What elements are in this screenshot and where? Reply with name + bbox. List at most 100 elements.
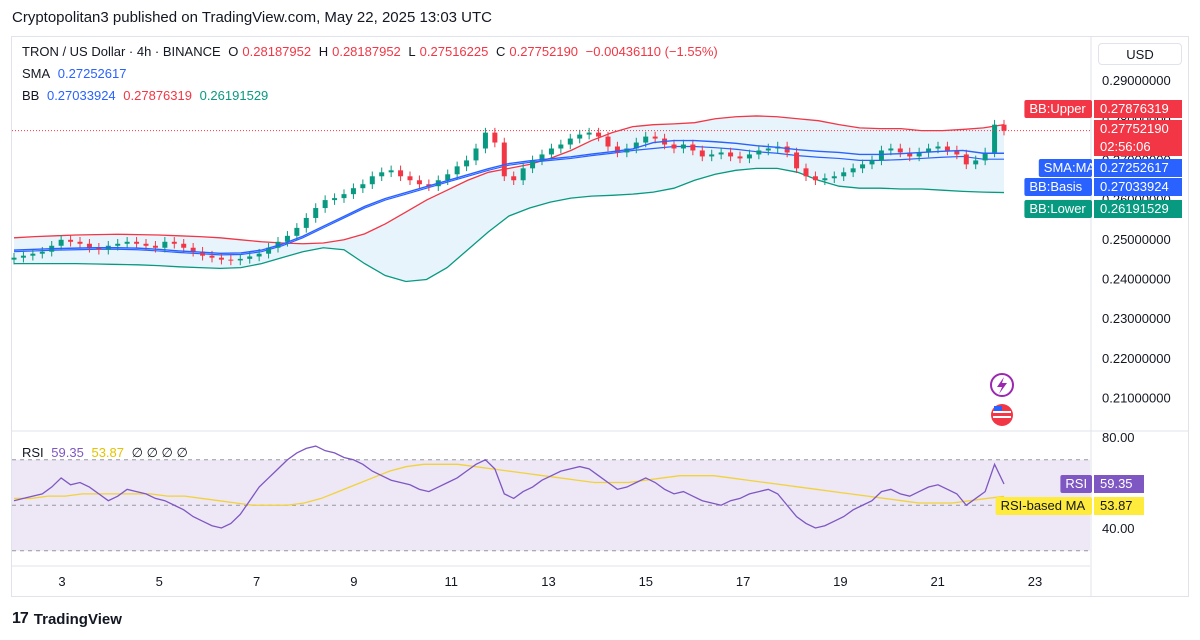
price-tag-value-bg xyxy=(1094,120,1182,138)
sma-legend[interactable]: SMA 0.27252617 xyxy=(22,66,130,81)
candle-body xyxy=(228,259,234,261)
price-tag-label-bg xyxy=(1038,159,1092,177)
candle-body xyxy=(897,148,903,153)
candle-body xyxy=(973,160,979,165)
rsi-legend[interactable]: RSI 59.35 53.87 ∅ ∅ ∅ ∅ xyxy=(22,445,192,461)
candle-body xyxy=(577,134,583,139)
candle-body xyxy=(812,176,818,181)
price-tick-label: 0.23000000 xyxy=(1102,311,1171,326)
candle-body xyxy=(860,164,866,169)
bb-legend[interactable]: BB 0.27033924 0.27876319 0.26191529 xyxy=(22,88,272,103)
time-tick-label: 13 xyxy=(541,574,555,589)
bb-basis-value: 0.27033924 xyxy=(46,88,116,103)
candle-body xyxy=(690,144,696,151)
candle-body xyxy=(963,154,969,165)
rsi-tag-label: RSI-based MA xyxy=(1001,498,1086,513)
candle-body xyxy=(190,247,196,252)
symbol-legend[interactable]: TRON / US Dollar · 4h · BINANCE O 0.28187… xyxy=(22,44,722,59)
candle-body xyxy=(11,257,17,260)
candle-body xyxy=(200,251,206,256)
candle-body xyxy=(407,176,413,181)
candle-body xyxy=(30,253,36,256)
bb-upper-value: 0.27876319 xyxy=(123,88,192,103)
rsi-tag-value: 59.35 xyxy=(1100,476,1133,491)
candle-body xyxy=(181,243,187,248)
price-tag-label: BB:Lower xyxy=(1029,201,1086,216)
bb-label: BB xyxy=(22,88,40,103)
candle-body xyxy=(699,150,705,157)
rsi-tag-value-bg xyxy=(1094,497,1144,515)
candle-body xyxy=(152,245,158,248)
tradingview-footer[interactable]: 17 TradingView xyxy=(12,610,122,628)
candle-body xyxy=(416,180,422,185)
candle-body xyxy=(878,150,884,161)
price-tag-value: 0.27252617 xyxy=(1100,160,1169,175)
price-tag-value: 02:56:06 xyxy=(1100,139,1151,154)
rsi-placeholders: ∅ ∅ ∅ ∅ xyxy=(131,445,188,460)
candle-body xyxy=(841,172,847,177)
price-tag-value: 0.26191529 xyxy=(1100,201,1169,216)
candle-body xyxy=(794,152,800,169)
time-tick-label: 23 xyxy=(1028,574,1042,589)
time-tick-label: 9 xyxy=(350,574,357,589)
candle-body xyxy=(643,136,649,143)
price-tag-value: 0.27033924 xyxy=(1100,179,1169,194)
bb-upper-line xyxy=(13,115,1005,245)
candle-body xyxy=(605,136,611,147)
time-tick-label: 19 xyxy=(833,574,847,589)
candle-body xyxy=(850,168,856,173)
price-tick-label: 0.29000000 xyxy=(1102,73,1171,88)
bb-basis-line xyxy=(13,145,1004,256)
price-tag-label-bg xyxy=(1024,100,1092,118)
bb-lower-line xyxy=(14,167,1005,283)
candle-body xyxy=(369,176,375,185)
candle-body xyxy=(482,132,488,149)
candle-body xyxy=(944,146,950,151)
candle-body xyxy=(58,239,64,246)
price-tag-value: 0.27752190 xyxy=(1100,121,1169,136)
candle-body xyxy=(256,253,262,257)
time-tick-label: 15 xyxy=(639,574,653,589)
candle-body xyxy=(68,239,74,242)
sma-label: SMA xyxy=(22,66,51,81)
time-tick-label: 21 xyxy=(930,574,944,589)
price-tag-value-bg xyxy=(1094,100,1182,118)
candle-body xyxy=(831,176,837,179)
candle-body xyxy=(388,170,394,173)
candle-body xyxy=(218,257,224,260)
price-tag-value: 0.27876319 xyxy=(1100,101,1169,116)
candle-body xyxy=(737,156,743,159)
price-tag-value-bg xyxy=(1094,159,1182,177)
high-value: 0.28187952 xyxy=(332,44,401,59)
candle-body xyxy=(992,124,998,153)
time-tick-label: 11 xyxy=(444,574,458,589)
rsi-tick-label: 80.00 xyxy=(1102,430,1135,445)
rsi-tag-label-bg xyxy=(995,497,1092,515)
candle-body xyxy=(633,142,639,149)
change-value: −0.00436110 (−1.55%) xyxy=(585,44,718,59)
rsi-ma-value: 53.87 xyxy=(91,445,125,460)
rsi-label: RSI xyxy=(22,445,44,460)
currency-selector[interactable]: USD xyxy=(1098,43,1182,65)
price-tag-value-bg xyxy=(1094,178,1182,196)
candle-body xyxy=(247,256,253,259)
candle-body xyxy=(784,146,790,153)
price-tags: BB:Upper 0.27876319 0.27752190 02:56:06 SMA:… xyxy=(995,100,1182,515)
candle-body xyxy=(322,200,328,209)
price-tick-label: 0.25000000 xyxy=(1102,232,1171,247)
candle-body xyxy=(237,258,243,261)
candle-body xyxy=(313,208,319,218)
price-tick-label: 0.24000000 xyxy=(1102,272,1171,287)
brand-name: TradingView xyxy=(33,610,122,628)
price-tag-label: BB:Basis xyxy=(1029,179,1082,194)
candle-body xyxy=(350,188,356,195)
candle-body xyxy=(624,148,630,153)
rsi-ma-line xyxy=(14,463,1005,506)
rsi-value: 59.35 xyxy=(51,445,84,460)
candle-body xyxy=(709,154,715,157)
open-label: O xyxy=(228,44,239,59)
candle-body xyxy=(680,144,686,149)
candle-body xyxy=(473,148,479,161)
candle-body xyxy=(652,136,658,139)
